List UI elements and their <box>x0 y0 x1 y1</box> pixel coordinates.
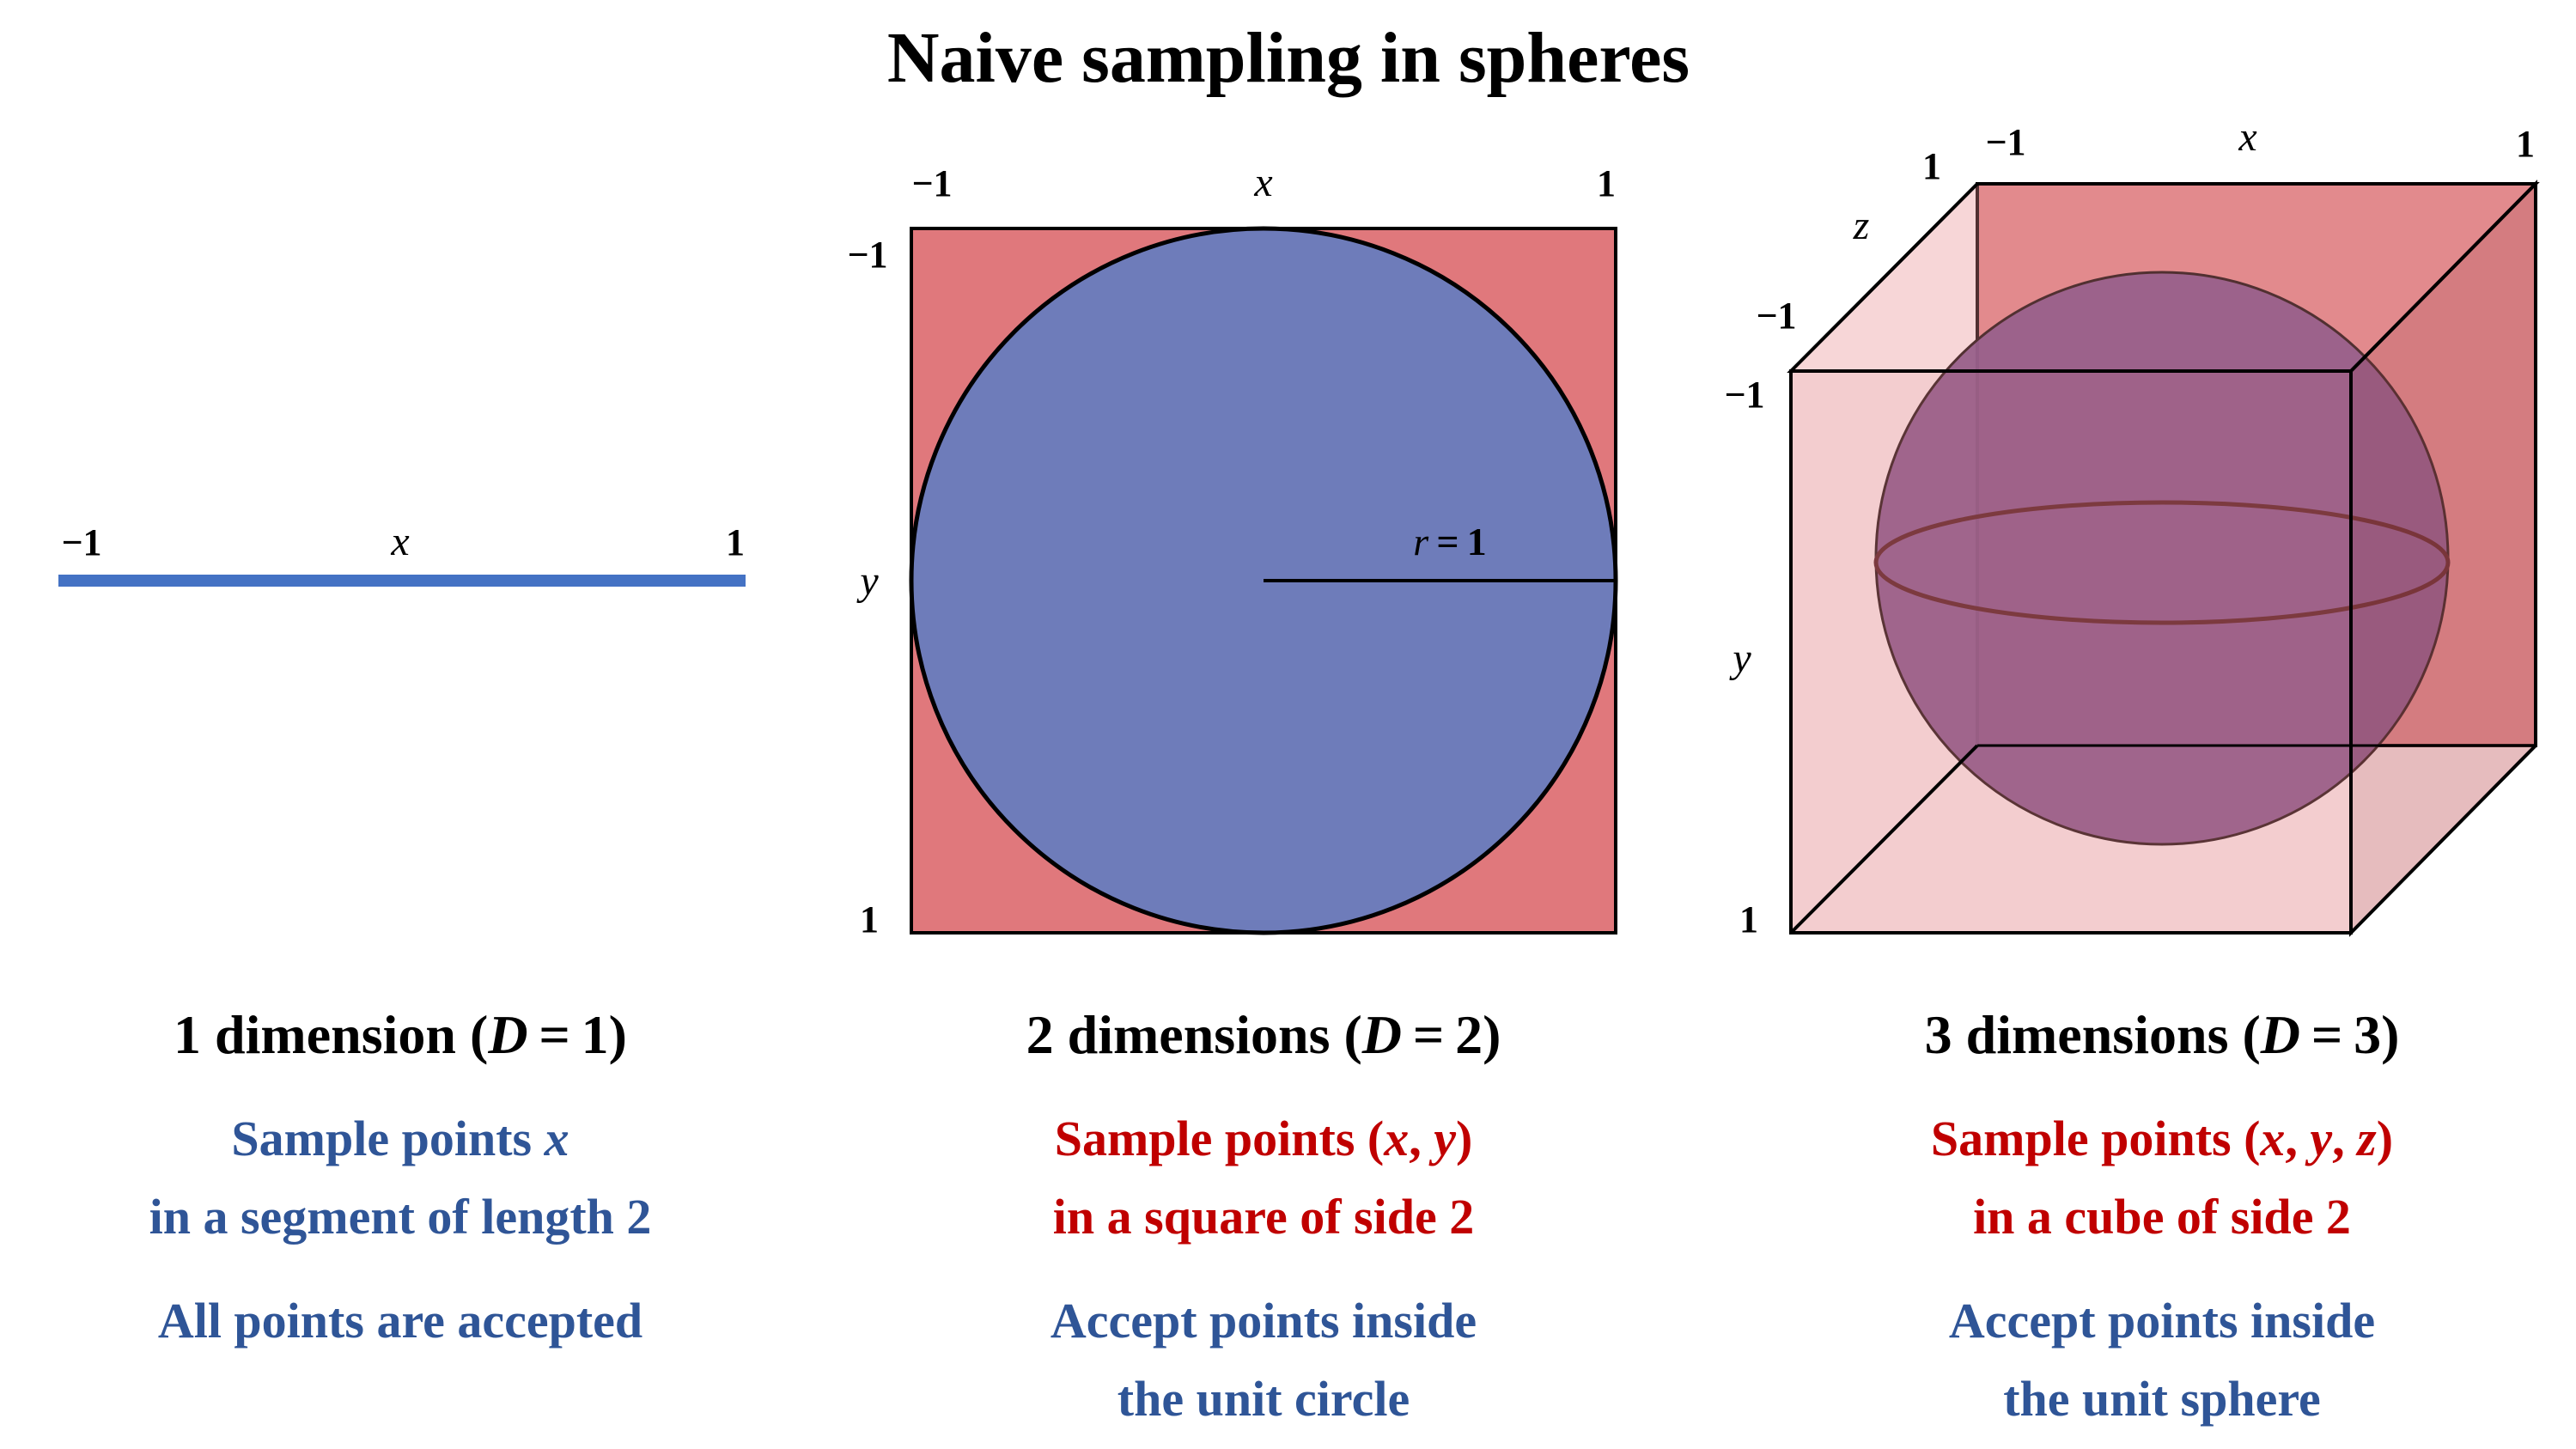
caption-1d-line1: Sample points x <box>231 1111 569 1166</box>
y-tick-min-3d: −1 <box>1724 374 1764 416</box>
diagram-title: Naive sampling in spheres <box>887 18 1690 98</box>
radius-label: r = 1 <box>1413 520 1487 563</box>
heading-2d: 2 dimensions (D = 2) <box>1026 1004 1501 1065</box>
heading-1d: 1 dimension (D = 1) <box>174 1004 627 1065</box>
y-tick-min-2d: −1 <box>847 234 887 276</box>
caption-2d-line2: in a square of side 2 <box>1053 1189 1474 1245</box>
x-axis-label-3d: x <box>2238 114 2256 160</box>
caption-2d-line1: Sample points (x, y) <box>1055 1111 1473 1166</box>
z-tick-min-3d: −1 <box>1756 295 1796 337</box>
caption-3d-line4: the unit sphere <box>2003 1371 2321 1427</box>
caption-3d-line1: Sample points (x, y, z) <box>1931 1111 2393 1166</box>
y-tick-max-3d: 1 <box>1739 898 1758 941</box>
z-tick-max-3d: 1 <box>1922 145 1941 187</box>
x-tick-max-1d: 1 <box>726 521 745 563</box>
cube-hidden-edge <box>1789 744 1979 935</box>
sphere-equator <box>1873 500 2451 625</box>
panel-2d: r = 1 −1 x 1 −1 y 1 2 dimensions (D = 2)… <box>847 160 1618 1427</box>
heading-3d: 3 dimensions (D = 3) <box>1925 1004 2400 1065</box>
x-tick-max-3d: 1 <box>2516 123 2535 165</box>
caption-3d-line2: in a cube of side 2 <box>1973 1189 2351 1245</box>
x-tick-min-2d: −1 <box>911 162 952 204</box>
y-axis-label-3d: y <box>1728 636 1751 681</box>
panel-3d: −1 x 1 1 z −1 −1 y 1 3 dimensions (D = 3… <box>1724 114 2540 1427</box>
x-axis-label-2d: x <box>1253 160 1272 205</box>
x-axis-label-1d: x <box>390 519 409 564</box>
y-tick-max-2d: 1 <box>860 898 879 941</box>
caption-2d-line3: Accept points inside <box>1050 1293 1477 1349</box>
x-tick-max-2d: 1 <box>1597 162 1616 204</box>
caption-1d-line2: in a segment of length 2 <box>149 1189 652 1245</box>
z-axis-label-3d: z <box>1853 203 1870 248</box>
x-tick-min-1d: −1 <box>61 521 101 563</box>
panel-1d: −1 x 1 1 dimension (D = 1) Sample points… <box>58 519 746 1349</box>
y-axis-label-2d: y <box>856 558 879 604</box>
caption-1d-line3: All points are accepted <box>158 1293 642 1349</box>
caption-3d-line3: Accept points inside <box>1949 1293 2375 1349</box>
x-tick-min-3d: −1 <box>1985 121 2025 163</box>
caption-2d-line4: the unit circle <box>1117 1371 1410 1427</box>
